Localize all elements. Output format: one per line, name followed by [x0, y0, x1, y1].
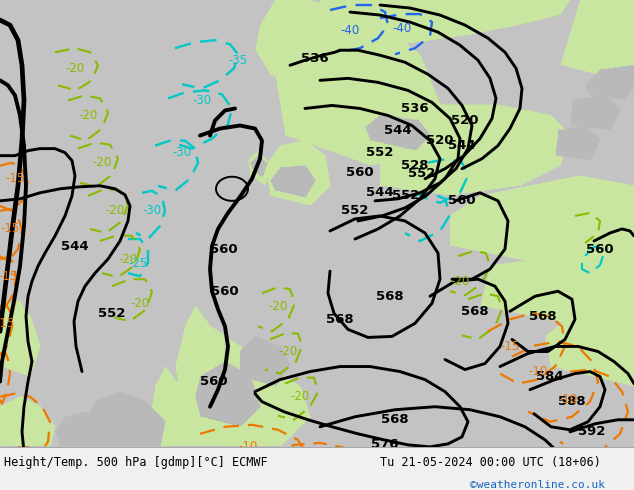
- Text: -30: -30: [172, 146, 191, 159]
- Text: Height/Temp. 500 hPa [gdmp][°C] ECMWF: Height/Temp. 500 hPa [gdmp][°C] ECMWF: [4, 456, 268, 469]
- Text: -40: -40: [340, 24, 359, 37]
- Text: 536: 536: [401, 102, 429, 115]
- Text: -25: -25: [128, 257, 148, 270]
- Text: Tu 21-05-2024 00:00 UTC (18+06): Tu 21-05-2024 00:00 UTC (18+06): [380, 456, 601, 469]
- Text: 592: 592: [578, 425, 605, 439]
- Text: -10: -10: [302, 455, 321, 468]
- Text: 552: 552: [392, 189, 420, 202]
- Text: 560: 560: [210, 243, 238, 256]
- Text: -20: -20: [131, 297, 150, 310]
- Text: 560: 560: [211, 285, 239, 298]
- Text: -15: -15: [0, 317, 15, 330]
- Text: 520: 520: [451, 114, 479, 127]
- Text: 528: 528: [401, 159, 429, 172]
- Text: 544: 544: [384, 124, 412, 137]
- Text: ©weatheronline.co.uk: ©weatheronline.co.uk: [470, 480, 605, 490]
- Text: -15: -15: [0, 270, 18, 283]
- Text: -20: -20: [290, 390, 309, 403]
- Text: 568: 568: [529, 310, 557, 323]
- Text: -15: -15: [500, 340, 520, 353]
- Text: 568: 568: [381, 413, 409, 426]
- Text: 552: 552: [98, 307, 126, 320]
- Text: 552: 552: [408, 167, 436, 180]
- Text: 544: 544: [366, 186, 394, 199]
- Text: 568: 568: [461, 305, 489, 318]
- Text: -10: -10: [559, 393, 578, 406]
- Text: 568: 568: [326, 313, 354, 326]
- Text: -20: -20: [268, 300, 288, 313]
- Text: 588: 588: [558, 395, 586, 408]
- Text: 520: 520: [426, 134, 454, 147]
- Text: -35: -35: [228, 54, 247, 67]
- Text: -10: -10: [238, 441, 257, 453]
- Text: 552: 552: [366, 146, 394, 159]
- Text: -20: -20: [105, 204, 125, 218]
- Text: 584: 584: [536, 370, 564, 383]
- Text: 560: 560: [586, 243, 614, 256]
- Text: -20: -20: [278, 345, 297, 358]
- Text: -20: -20: [79, 109, 98, 122]
- Text: 544: 544: [61, 240, 89, 252]
- Text: 560: 560: [200, 375, 228, 388]
- Text: -30: -30: [193, 94, 212, 107]
- Text: -40: -40: [392, 22, 411, 35]
- Text: -15: -15: [1, 222, 20, 236]
- Text: 560: 560: [346, 166, 374, 179]
- Text: -20: -20: [450, 275, 470, 288]
- Text: -30: -30: [143, 204, 162, 218]
- Text: 536: 536: [301, 52, 329, 65]
- Text: 552: 552: [341, 204, 369, 218]
- Text: 560: 560: [448, 195, 476, 207]
- Text: 576: 576: [372, 439, 399, 451]
- Text: -10: -10: [528, 365, 548, 378]
- Text: 568: 568: [376, 290, 404, 303]
- Text: -20: -20: [119, 252, 138, 266]
- Text: -20: -20: [65, 62, 84, 75]
- Text: -15: -15: [5, 172, 25, 185]
- Text: -10: -10: [13, 445, 32, 459]
- Text: 544: 544: [448, 139, 476, 152]
- Text: -20: -20: [93, 156, 112, 169]
